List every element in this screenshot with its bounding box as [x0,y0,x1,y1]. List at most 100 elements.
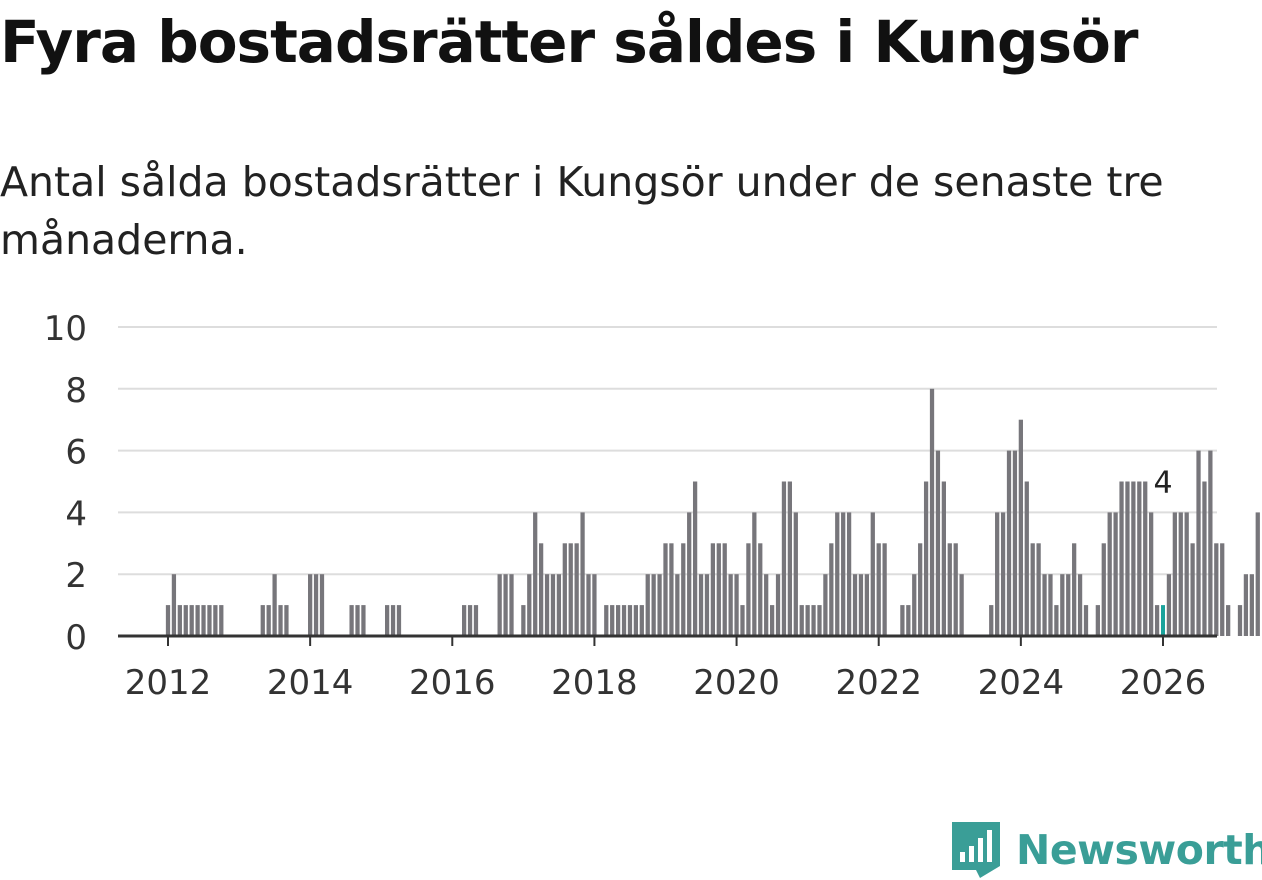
bar [918,543,923,636]
bar [497,574,502,636]
y-tick-label: 6 [65,433,87,473]
bar [769,605,775,636]
bar [1208,450,1213,636]
bar [580,512,585,636]
bar [390,605,396,636]
bar [846,512,852,636]
bar [805,605,810,636]
bar [266,605,271,636]
bar [1255,512,1260,636]
bar [775,574,781,636]
bar [841,512,846,636]
highlighted-bar [1161,605,1165,636]
bar [207,605,212,636]
bar [278,605,283,636]
bar [669,543,674,636]
bar [1024,481,1029,636]
newsworthy-icon [952,822,1000,878]
bar [592,574,597,636]
bar [811,605,816,636]
bar [177,605,182,636]
bar [829,543,834,636]
bar [1226,605,1231,636]
bar [284,605,289,636]
bar [864,574,869,636]
bar [562,543,567,636]
bar [574,543,579,636]
bar [989,605,994,636]
bar [1237,605,1243,636]
bar [213,605,218,636]
bar [355,605,360,636]
bar [533,512,538,636]
bar [171,574,177,636]
bar [385,605,390,636]
bar [781,481,787,636]
bar [799,605,804,636]
bar [1113,512,1118,636]
bar [882,543,887,636]
bar [1143,481,1148,636]
bar [1214,543,1219,636]
bar [639,605,644,636]
x-axis-labels: 2012 2014 2016 2018 2020 2022 2024 2026 [118,634,1217,703]
bar [473,605,479,636]
bar [1101,543,1106,636]
bar [1184,512,1189,636]
bar [1018,419,1023,636]
bar [1190,543,1195,636]
bar [710,543,716,636]
y-tick-label: 0 [65,618,87,658]
bar [361,605,366,636]
bar [1042,574,1047,636]
bar [396,605,402,636]
bar [1060,574,1065,636]
x-tick-label: 2016 [409,663,496,703]
bar [1000,512,1006,636]
x-tick-label: 2014 [267,663,354,703]
bar [272,574,277,636]
bar [550,574,556,636]
bar [764,574,769,636]
x-tick-label: 2022 [835,663,922,703]
bar [787,481,792,636]
bar [835,512,840,636]
bar [663,543,668,636]
highlight-value-label: 4 [1153,465,1172,500]
bar [1077,574,1083,636]
bar [722,543,727,636]
bar [793,512,798,636]
bar [941,481,946,636]
bar [758,543,763,636]
bar [929,388,935,636]
bar [189,605,194,636]
bar [1030,543,1035,636]
bar [633,605,639,636]
bar [1083,605,1089,636]
bar [923,481,929,636]
bar [556,574,562,636]
bar [912,574,917,636]
bar [858,574,864,636]
bar [544,574,550,636]
y-axis-labels: 0 2 4 6 8 10 [44,309,87,658]
bar [1178,512,1183,636]
bar [1131,481,1136,636]
bar [1048,574,1053,636]
bar [645,574,650,636]
bar [959,574,964,636]
bar [852,574,858,636]
bar [876,543,881,636]
bar [615,605,621,636]
bar [195,605,200,636]
brand-name: Newsworthy [1016,826,1262,874]
bar [1137,481,1142,636]
x-tick-label: 2024 [978,663,1065,703]
y-tick-label: 8 [65,371,87,411]
bar [947,543,952,636]
bar [568,543,573,636]
bar [1125,481,1130,636]
bar [1107,512,1112,636]
chart-subtitle: Antal sålda bostadsrätter i Kungsör unde… [0,158,1164,264]
bar [1202,481,1207,636]
